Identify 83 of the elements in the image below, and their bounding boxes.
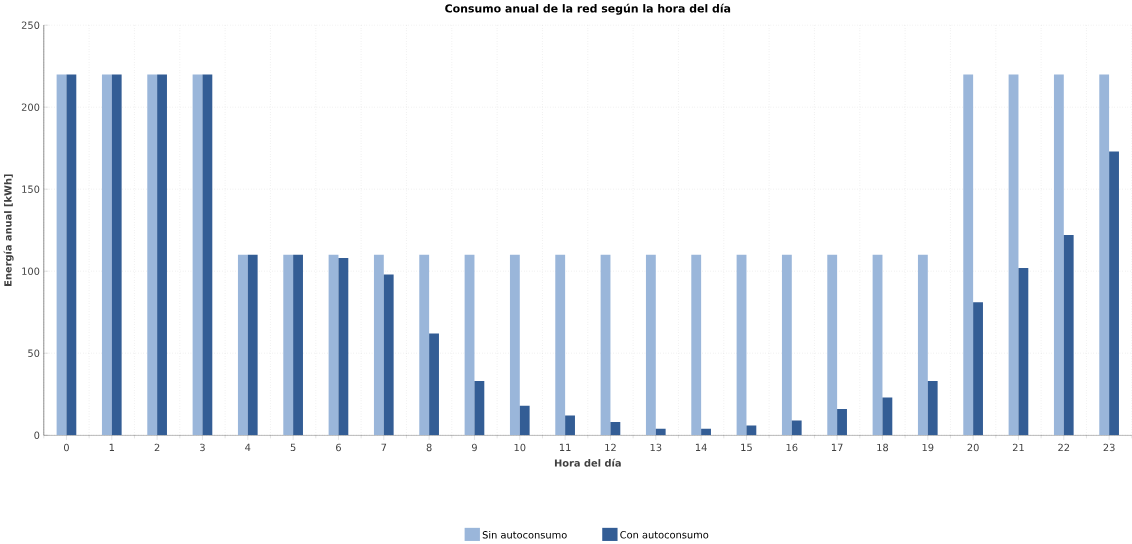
bar (927, 380, 938, 436)
bar (147, 74, 158, 436)
x-tick-label: 17 (831, 443, 843, 451)
bar (872, 254, 883, 436)
bar (474, 380, 485, 436)
x-tick-label: 13 (650, 443, 662, 451)
x-tick-label: 8 (426, 443, 432, 451)
bar (746, 425, 757, 436)
y-tick-label: 100 (22, 267, 40, 275)
bar (101, 74, 112, 436)
bar (827, 254, 838, 436)
x-tick-label: 11 (559, 443, 571, 451)
bar (555, 254, 566, 436)
bar (192, 74, 203, 436)
x-tick-label: 0 (63, 443, 69, 451)
bar (293, 254, 303, 436)
bar (509, 254, 520, 436)
x-tick-label: 19 (922, 443, 934, 451)
x-tick-label: 22 (1058, 443, 1070, 451)
bar (283, 254, 294, 436)
x-tick-label: 16 (786, 443, 798, 451)
bar (837, 408, 847, 436)
bar (791, 420, 802, 436)
bar (781, 254, 792, 436)
x-tick-label: 2 (154, 443, 160, 451)
x-tick-label: 4 (245, 443, 251, 451)
x-tick-label: 23 (1103, 443, 1115, 451)
legend-label: Sin autoconsumo (482, 530, 567, 539)
bar (111, 74, 122, 436)
bar (565, 415, 575, 436)
chart-title: Consumo anual de la red según la hora del día (445, 3, 731, 15)
bar (237, 254, 248, 436)
bar (373, 254, 384, 436)
bar (1053, 74, 1064, 436)
bar (645, 254, 656, 436)
bar (736, 254, 747, 436)
bar (328, 254, 339, 436)
x-tick-label: 5 (290, 443, 296, 451)
bar (383, 274, 394, 436)
x-tick-label: 6 (336, 443, 341, 451)
y-tick-label: 250 (21, 21, 40, 29)
y-tick-label: 50 (28, 349, 40, 357)
bar (419, 254, 430, 436)
bar (429, 333, 439, 436)
bar (56, 74, 67, 436)
x-tick-label: 7 (381, 443, 387, 451)
x-tick-label: 10 (514, 443, 526, 451)
y-axis-title: Energía anual [kWh] (3, 174, 14, 286)
x-tick-label: 15 (741, 443, 752, 451)
bar (1099, 74, 1110, 436)
x-tick-label: 9 (471, 443, 477, 451)
y-tick-label: 150 (22, 185, 40, 193)
y-tick-label: 0 (34, 431, 40, 439)
x-tick-label: 14 (695, 443, 707, 451)
bar (464, 254, 475, 436)
bar (701, 428, 711, 436)
y-tick-label: 200 (21, 103, 40, 111)
bar (973, 302, 983, 436)
bar (247, 254, 258, 436)
x-tick-label: 21 (1012, 443, 1024, 451)
bar (1063, 234, 1074, 436)
bar (600, 254, 611, 436)
bar (610, 421, 621, 436)
bar (1109, 151, 1119, 436)
bar (1008, 74, 1019, 436)
bar (519, 405, 530, 436)
bar (655, 428, 666, 436)
bar (691, 254, 702, 436)
x-tick-label: 3 (200, 443, 205, 451)
bar (338, 257, 349, 436)
bar (66, 74, 77, 436)
bar (917, 254, 928, 436)
bar (157, 74, 167, 436)
bar (202, 74, 213, 436)
bar (963, 74, 974, 436)
x-tick-label: 18 (877, 443, 889, 451)
x-axis-title: Hora del día (554, 458, 621, 467)
x-tick-label: 12 (605, 443, 616, 451)
legend-label: Con autoconsumo (620, 530, 709, 539)
x-tick-label: 20 (967, 443, 979, 451)
x-tick-label: 1 (109, 443, 115, 451)
bar (1018, 267, 1029, 436)
bar (882, 397, 893, 436)
